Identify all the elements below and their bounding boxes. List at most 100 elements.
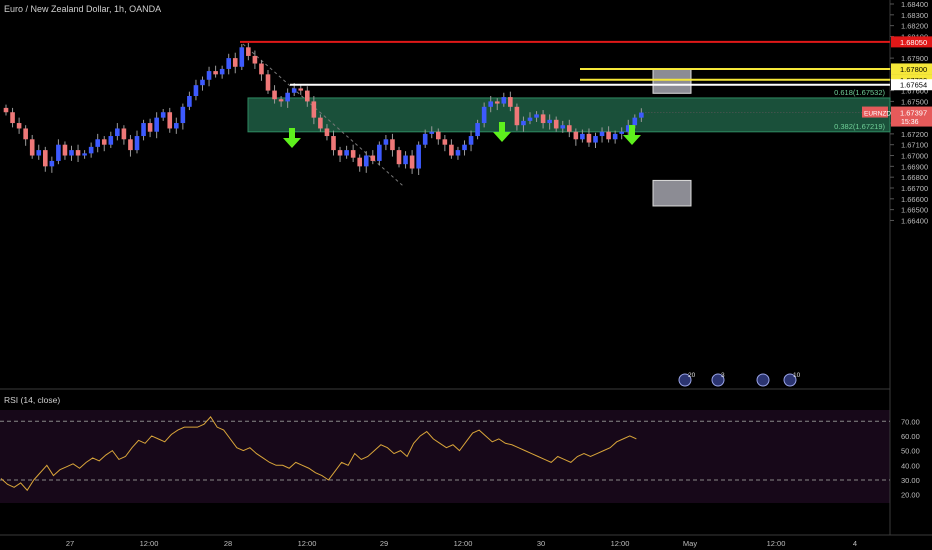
candle-body — [468, 136, 474, 145]
candle-body — [305, 90, 310, 102]
event-count: 3 — [721, 372, 725, 379]
candle-body — [567, 125, 572, 132]
last-price: 1.67397 — [900, 109, 927, 118]
candle-body — [154, 117, 159, 132]
price-tick-label: 1.66900 — [901, 162, 928, 171]
candle-body — [455, 150, 461, 156]
candle-body — [449, 144, 454, 156]
candle-body — [324, 128, 330, 137]
candle-body — [475, 123, 480, 137]
candle-body — [390, 139, 395, 151]
candle-body — [625, 125, 631, 132]
candle-body — [101, 139, 107, 145]
rsi-tick-label: 70.00 — [901, 417, 920, 426]
rsi-label: RSI (14, close) — [4, 395, 61, 405]
candle-body — [3, 107, 9, 113]
candle-body — [226, 58, 231, 69]
chart-title: Euro / New Zealand Dollar, 1h, OANDA — [4, 4, 162, 14]
price-tick-label: 1.67000 — [901, 152, 928, 161]
candle-body — [521, 120, 526, 126]
price-tick-label: 1.67900 — [901, 54, 928, 63]
time-tick-label: 12:00 — [611, 539, 630, 548]
candle-body — [619, 131, 624, 134]
candle-body — [134, 136, 140, 151]
event-count: 10 — [793, 372, 801, 379]
down-arrow-icon — [623, 125, 641, 145]
rsi-group — [0, 416, 890, 492]
rsi-tick-label: 60.00 — [901, 432, 920, 441]
candle-body — [436, 131, 441, 140]
candle-body — [187, 95, 192, 107]
candle-body — [291, 88, 297, 93]
candle-body — [370, 155, 376, 161]
price-tick-label: 1.66400 — [901, 216, 928, 225]
candle-body — [553, 119, 559, 129]
rsi-tick-label: 30.00 — [901, 476, 920, 485]
candle-body — [331, 136, 336, 151]
candle-body — [488, 101, 493, 107]
candle-body — [285, 92, 290, 102]
candle-body — [344, 150, 349, 156]
price-tick-label: 1.66700 — [901, 184, 928, 193]
candle-body — [49, 160, 55, 167]
time-tick-label: 30 — [537, 539, 545, 548]
candle-body — [534, 114, 539, 118]
candle-body — [318, 117, 323, 129]
price-tick-label: 1.66500 — [901, 206, 928, 215]
candle-body — [580, 133, 585, 140]
rsi-tick-label: 20.00 — [901, 491, 920, 500]
event-icon — [678, 373, 692, 387]
down-arrow-icon — [493, 122, 511, 142]
candle-body — [599, 131, 605, 137]
candle-body — [357, 157, 362, 167]
arrows-group — [283, 122, 641, 148]
candle-body — [501, 97, 507, 104]
countdown: 15:36 — [901, 119, 919, 126]
candle-body — [416, 144, 421, 169]
candle-body — [239, 47, 245, 67]
rsi-axis: 70.00 60.00 50.00 40.00 30.00 20.00 — [901, 417, 920, 499]
candle-body — [108, 136, 114, 145]
symbol-tag — [862, 106, 888, 118]
rsi-line — [0, 416, 637, 492]
time-tick-label: 29 — [380, 539, 388, 548]
candle-body — [606, 131, 611, 140]
candle-body — [527, 117, 533, 121]
price-tick-label: 1.68200 — [901, 22, 928, 31]
rsi-tick-label: 50.00 — [901, 447, 920, 456]
grey-box-lower[interactable] — [652, 179, 692, 207]
time-tick-label: 12:00 — [140, 539, 159, 548]
price-tick-label: 1.67100 — [901, 141, 928, 150]
candle-body — [43, 150, 48, 167]
time-tick-label: 12:00 — [767, 539, 786, 548]
candle-body — [56, 144, 61, 161]
candle-body — [409, 155, 415, 169]
price-tag-label: 1.67654 — [900, 81, 927, 90]
candle-body — [429, 131, 435, 134]
time-axis: 27 12:00 28 12:00 29 12:00 30 12:00 May 12:00 4 — [66, 539, 857, 548]
price-tick-label: 1.67600 — [901, 87, 928, 96]
candle-body — [593, 136, 598, 143]
levels-group — [240, 40, 890, 86]
candle-body — [560, 125, 566, 129]
price-tick-label: 1.66600 — [901, 195, 928, 204]
down-arrow-icon — [283, 128, 301, 148]
candle-body — [422, 133, 428, 145]
candle-body — [363, 155, 369, 167]
price-tag-label: 1.68050 — [900, 38, 927, 47]
price-tick-label: 1.68400 — [901, 0, 928, 9]
candle-body — [232, 58, 238, 67]
symbol-label: EURNZD — [864, 111, 891, 118]
candle-body — [252, 55, 258, 64]
candle-body — [481, 106, 487, 124]
candle-body — [16, 123, 22, 129]
candle-body — [259, 63, 264, 75]
grey-box-upper[interactable] — [652, 68, 692, 94]
time-tick-label: 27 — [66, 539, 74, 548]
candle-body — [265, 74, 271, 91]
candle-body — [160, 112, 166, 118]
candle-body — [69, 150, 74, 156]
last-price-tag — [891, 106, 932, 127]
candle-body — [246, 47, 251, 56]
